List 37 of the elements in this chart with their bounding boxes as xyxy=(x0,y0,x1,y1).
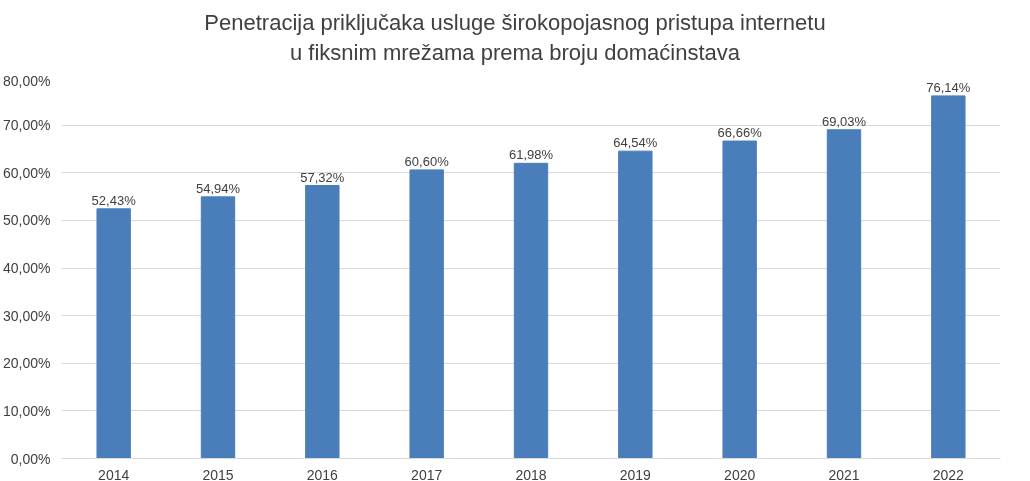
bar xyxy=(931,95,966,459)
bar xyxy=(722,140,757,459)
bar xyxy=(513,163,549,459)
y-tick-label: 20,00% xyxy=(3,355,51,372)
y-tick-label: 10,00% xyxy=(3,403,51,420)
data-label: 69,03% xyxy=(821,114,867,130)
data-label: 61,98% xyxy=(508,147,554,163)
bar xyxy=(96,208,131,459)
bar xyxy=(305,185,340,459)
bar xyxy=(409,169,444,459)
data-label: 60,60% xyxy=(404,154,450,170)
y-tick-label: 30,00% xyxy=(3,308,51,324)
data-label: 54,94% xyxy=(195,181,241,197)
y-tick-label: 80,00% xyxy=(3,72,51,89)
x-tick-label: 2018 xyxy=(515,466,547,481)
bar xyxy=(618,151,653,459)
y-tick-label: 60,00% xyxy=(3,165,51,182)
x-tick-label: 2017 xyxy=(411,466,443,481)
bar xyxy=(826,129,862,459)
y-tick-label: 40,00% xyxy=(3,260,51,277)
data-label: 57,32% xyxy=(300,169,345,185)
bar xyxy=(200,196,236,459)
x-tick-label: 2020 xyxy=(724,466,756,481)
x-tick-label: 2022 xyxy=(932,466,965,481)
data-label: 76,14% xyxy=(926,80,971,96)
data-label: 52,43% xyxy=(91,193,137,209)
x-tick-label: 2014 xyxy=(98,466,130,481)
x-tick-label: 2021 xyxy=(828,466,860,481)
chart-title: Penetracija priključaka usluge širokopojasnog pristupa internetu u fiksnim mrežama prema broju domaćinstava xyxy=(204,9,826,67)
x-tick-label: 2019 xyxy=(619,466,652,481)
y-tick-label: 0,00% xyxy=(10,450,51,467)
y-tick-label: 70,00% xyxy=(3,117,51,134)
x-tick-label: 2016 xyxy=(306,466,339,481)
data-label: 66,66% xyxy=(717,125,763,141)
x-tick-label: 2015 xyxy=(202,466,234,481)
y-tick-label: 50,00% xyxy=(3,212,51,229)
data-label: 64,54% xyxy=(613,135,658,151)
